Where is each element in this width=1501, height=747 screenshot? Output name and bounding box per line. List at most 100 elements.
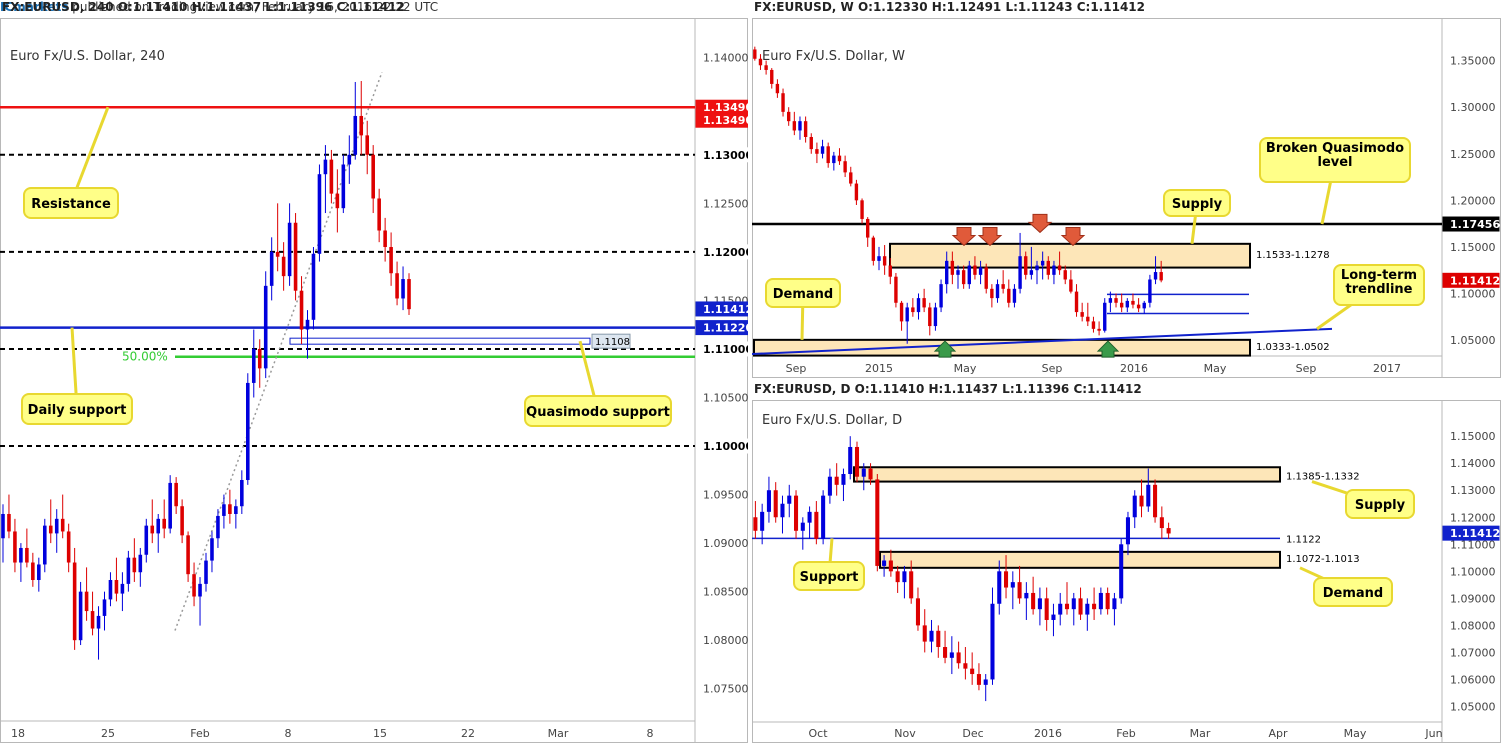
daily-candle [1037, 598, 1042, 610]
h4-candle [132, 557, 137, 573]
daily-candle [895, 571, 900, 583]
daily-candle [753, 517, 758, 531]
h4-candle [269, 251, 274, 286]
h4-candle [353, 115, 358, 155]
reversal-down-arrow [1027, 213, 1053, 234]
weekly-candle [1142, 302, 1146, 309]
y-tick-label: 1.05000 [1450, 700, 1496, 713]
h4-candle [234, 506, 238, 514]
daily-candle [1166, 528, 1171, 534]
daily-candle [875, 479, 880, 566]
price-label: 1.12000 [703, 246, 748, 259]
y-tick-label: 1.10000 [1450, 565, 1496, 578]
weekly-demand-callout-box [765, 278, 841, 308]
bq-callout-box [1259, 137, 1411, 183]
weekly-candle [1097, 328, 1101, 331]
y-tick-label: 1.15000 [1450, 241, 1496, 254]
weekly-demand-callout-label: Demand [773, 287, 834, 302]
h4-candle [204, 560, 208, 584]
weekly-candle [1159, 272, 1163, 281]
weekly-candle [1029, 270, 1034, 275]
weekly-candle [781, 93, 785, 112]
weekly-candle [888, 265, 892, 277]
h4-header: FX:EURUSD, 240 O:1.11410 H:1.11437 L:1.1… [2, 0, 405, 14]
y-tick-label: 1.08000 [1450, 619, 1496, 632]
reversal-up-arrow [933, 340, 957, 358]
daily-candle [1024, 592, 1029, 599]
h4-chart-panel[interactable]: FX:EURUSD, 240 O:1.11410 H:1.11437 L:1.1… [0, 0, 753, 743]
daily-support-callout-label: Support [800, 570, 859, 585]
weekly-candle [1086, 316, 1090, 322]
brand-name[interactable]: ICmarkets [0, 0, 69, 14]
y-tick-label: 1.30000 [1450, 101, 1496, 114]
weekly-candle [815, 149, 819, 154]
y-tick-label: 1.10500 [703, 391, 748, 404]
h4-candle [102, 599, 107, 616]
trendline-callout-label: Long-term trendline [1341, 268, 1417, 297]
daily-candle [1098, 592, 1103, 610]
h4-candle [150, 525, 155, 534]
daily-candle [882, 560, 887, 566]
weekly-candle [866, 218, 870, 238]
daily-supply-zone [853, 466, 1281, 483]
h4-candle [347, 154, 352, 165]
daily-candle [997, 571, 1002, 604]
y-tick-label: 1.09000 [1450, 592, 1496, 605]
daily-demand-zone-label: 1.1072-1.1013 [1286, 554, 1360, 565]
x-tick-label: May [954, 362, 977, 375]
daily-chart[interactable]: Euro Fx/U.S. Dollar, D 1.15000 1.14000 1.13… [752, 400, 1501, 743]
x-tick-label: 8 [647, 727, 654, 740]
daily-candle [983, 679, 988, 685]
daily-candle [943, 647, 948, 658]
x-tick-label: Oct [808, 727, 828, 740]
h4-candle [299, 290, 304, 330]
h4-candle [395, 273, 399, 299]
weekly-demand-zone-label: 1.0333-1.0502 [1256, 342, 1330, 353]
weekly-candle [1012, 288, 1017, 303]
daily-candle [814, 511, 819, 539]
price-label: 1.13490 [703, 101, 748, 114]
y-tick-label: 1.07000 [1450, 646, 1496, 659]
y-tick-label: 1.09000 [703, 537, 748, 550]
h4-chart[interactable]: Euro Fx/U.S. Dollar, 2401.140001.135001.… [0, 18, 753, 743]
weekly-candle [1063, 270, 1067, 280]
h4-candle [198, 583, 202, 597]
x-tick-label: 2017 [1373, 362, 1401, 375]
weekly-chart-panel[interactable]: FX:EURUSD, W O:1.12330 H:1.12491 L:1.112… [751, 0, 1501, 378]
h4-candle [365, 135, 370, 155]
y-tick-label: 1.06000 [1450, 673, 1496, 686]
daily-candle [963, 663, 968, 669]
h4-candle [275, 251, 280, 257]
daily-candle [936, 630, 941, 648]
daily-candle [1153, 484, 1158, 518]
weekly-candle [933, 307, 938, 327]
x-tick-label: Mar [548, 727, 569, 740]
weekly-chart[interactable]: Euro Fx/U.S. Dollar, W 1.35000 1.30000 1.25… [751, 18, 1501, 378]
daily-chart-panel[interactable]: FX:EURUSD, D O:1.11410 H:1.11437 L:1.113… [752, 382, 1501, 743]
weekly-candle [973, 265, 977, 275]
h4-candle [383, 230, 387, 248]
long-term-trendline [751, 327, 1333, 355]
h4-candle [222, 504, 226, 516]
weekly-candle [758, 58, 763, 66]
weekly-candle [899, 302, 904, 322]
daily-candle [841, 474, 846, 485]
price-label: 1.11000 [703, 343, 748, 356]
h4-candle [317, 174, 322, 254]
weekly-header: FX:EURUSD, W O:1.12330 H:1.12491 L:1.112… [754, 0, 1145, 14]
daily-candle [1132, 495, 1137, 518]
price-label: 1.17456 [1450, 218, 1500, 231]
weekly-candle [1074, 291, 1079, 313]
h4-candle [180, 506, 184, 536]
daily-candle [780, 503, 785, 518]
price-label-bg [1442, 216, 1500, 232]
daily-candle [848, 446, 853, 475]
daily-candle [929, 630, 934, 642]
weekly-candle [961, 270, 966, 285]
h4-candle [60, 518, 65, 532]
weekly-candle [1125, 300, 1130, 308]
weekly-candle [950, 260, 955, 275]
resistance-callout-box [23, 187, 119, 219]
weekly-candle [1153, 272, 1158, 280]
daily-candle [807, 511, 812, 523]
